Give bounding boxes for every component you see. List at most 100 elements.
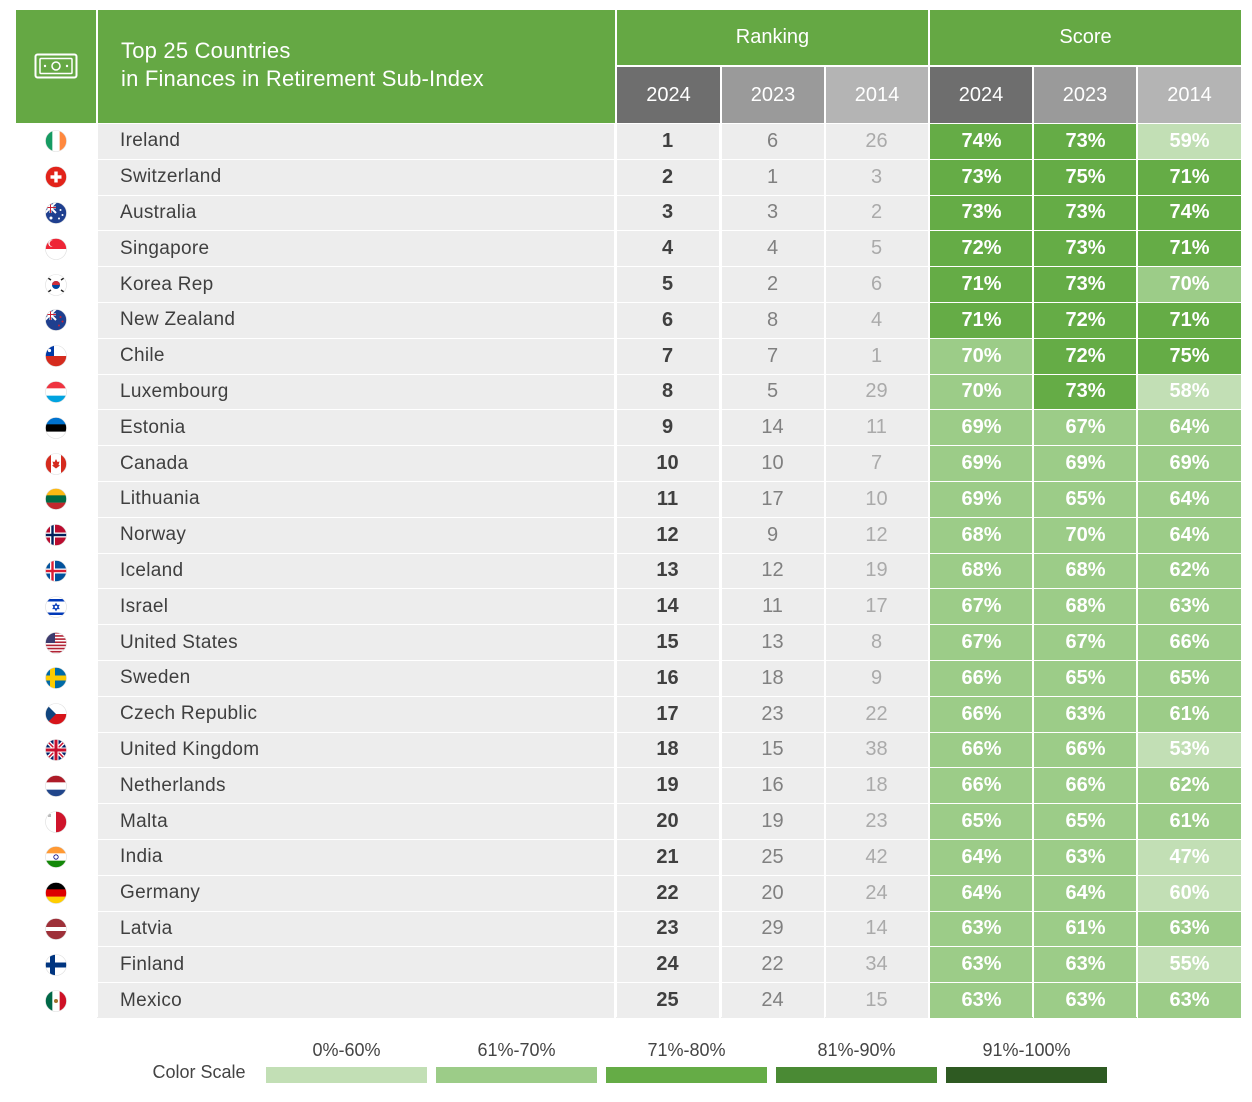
table-row: Canada 10 10 7 69% 69% 69% [16,446,1241,482]
score-cell-2024: 73% [930,195,1033,231]
rank-cell-2023: 25 [721,839,824,875]
score-cell-2024: 66% [930,768,1033,804]
united-states-flag-icon [16,625,96,660]
score-cell-2024: 67% [930,589,1033,625]
score-cell-2014: 65% [1138,660,1241,696]
score-cell-2024: 69% [930,410,1033,446]
score-cell-2014: 71% [1138,159,1241,195]
table-row: Lithuania 11 17 10 69% 65% 64% [16,481,1241,518]
table-row: Iceland 13 12 19 68% 68% 62% [16,553,1241,590]
rank-cell-2014: 23 [825,804,928,839]
chile-flag-icon [16,338,96,374]
rank-cell-2023: 11 [721,589,824,625]
rank-cell-2024: 12 [616,517,719,553]
table-row: Finland 24 22 34 63% 63% 55% [16,947,1241,984]
score-cell-2014: 64% [1138,517,1241,553]
legend: Color Scale 0%-60% 61%-70% 71%-80% 81%-9… [140,1035,1120,1090]
rank-cell-2014: 24 [825,875,928,911]
rank-cell-2023: 29 [721,911,824,947]
score-cell-2023: 63% [1034,839,1137,875]
score-cell-2024: 70% [930,338,1033,374]
rank-cell-2024: 10 [616,446,719,481]
icon-header-cell [16,10,96,123]
score-cell-2023: 68% [1034,553,1137,589]
rank-cell-2024: 18 [616,732,719,768]
title-header-cell: Top 25 Countries in Finances in Retireme… [98,10,615,123]
rank-cell-2014: 15 [825,983,928,1018]
rank-cell-2024: 5 [616,267,719,302]
score-cell-2024: 72% [930,231,1033,267]
rank-cell-2014: 3 [825,159,928,195]
rank-cell-2024: 22 [616,875,719,911]
country-name: India [97,839,614,875]
rank-cell-2023: 17 [721,481,824,517]
singapore-flag-icon [16,231,96,267]
rank-cell-2014: 1 [825,338,928,374]
score-cell-2023: 64% [1034,875,1137,911]
score-cell-2014: 71% [1138,302,1241,338]
table-row: Latvia 23 29 14 63% 61% 63% [16,911,1241,948]
score-cell-2014: 70% [1138,267,1241,302]
legend-swatch [606,1067,767,1083]
country-name: Finland [97,947,614,983]
score-cell-2024: 64% [930,839,1033,875]
score-cell-2014: 71% [1138,231,1241,267]
rank-cell-2024: 1 [616,124,719,159]
country-name: Norway [97,517,614,553]
rank-cell-2024: 24 [616,947,719,983]
netherlands-flag-icon [16,768,96,804]
country-name: Sweden [97,660,614,696]
rank-cell-2014: 17 [825,589,928,625]
norway-flag-icon [16,517,96,553]
column-separator [96,124,98,1017]
legend-swatch [436,1067,597,1083]
country-name: United Kingdom [97,732,614,768]
column-separator [1032,124,1034,1017]
rank-cell-2014: 2 [825,195,928,231]
score-cell-2014: 63% [1138,983,1241,1018]
rank-cell-2024: 25 [616,983,719,1018]
column-separator [1136,124,1138,1017]
score-2023-header: 2023 [1034,67,1136,123]
legend-range-label: 81%-90% [817,1040,896,1060]
score-cell-2024: 64% [930,875,1033,911]
table-row: Israel 14 11 17 67% 68% 63% [16,589,1241,626]
country-name: Iceland [97,553,614,589]
score-cell-2023: 63% [1034,983,1137,1018]
rank-cell-2024: 3 [616,195,719,231]
rank-cell-2024: 11 [616,481,719,517]
rank-cell-2014: 18 [825,768,928,804]
score-cell-2014: 53% [1138,732,1241,768]
mexico-flag-icon [16,983,96,1018]
legend-swatch [776,1067,937,1083]
rank-cell-2023: 22 [721,947,824,983]
rank-cell-2024: 9 [616,410,719,446]
table-row: Sweden 16 18 9 66% 65% 65% [16,660,1241,697]
column-separator [615,124,617,1017]
rank-cell-2024: 14 [616,589,719,625]
ireland-flag-icon [16,124,96,159]
rank-cell-2024: 4 [616,231,719,267]
score-cell-2024: 67% [930,625,1033,660]
table-title-line2: in Finances in Retirement Sub-Index [121,66,484,91]
table-row: Norway 12 9 12 68% 70% 64% [16,517,1241,554]
score-cell-2014: 63% [1138,589,1241,625]
score-cell-2024: 63% [930,947,1033,983]
rank-cell-2023: 18 [721,660,824,696]
table-title-line1: Top 25 Countries [121,38,291,63]
score-cell-2023: 73% [1034,231,1137,267]
rank-cell-2023: 2 [721,267,824,302]
table-row: India 21 25 42 64% 63% 47% [16,839,1241,876]
united-kingdom-flag-icon [16,732,96,768]
table-row: Czech Republic 17 23 22 66% 63% 61% [16,696,1241,733]
korea-flag-icon [16,267,96,302]
score-2024-header: 2024 [930,67,1032,123]
rank-cell-2024: 23 [616,911,719,947]
ranking-2024-header: 2024 [617,67,720,123]
rank-cell-2014: 11 [825,410,928,446]
country-name: Ireland [97,124,614,159]
israel-flag-icon [16,589,96,625]
ranking-group-header: Ranking [617,10,928,65]
score-cell-2014: 62% [1138,768,1241,804]
rank-cell-2023: 15 [721,732,824,768]
